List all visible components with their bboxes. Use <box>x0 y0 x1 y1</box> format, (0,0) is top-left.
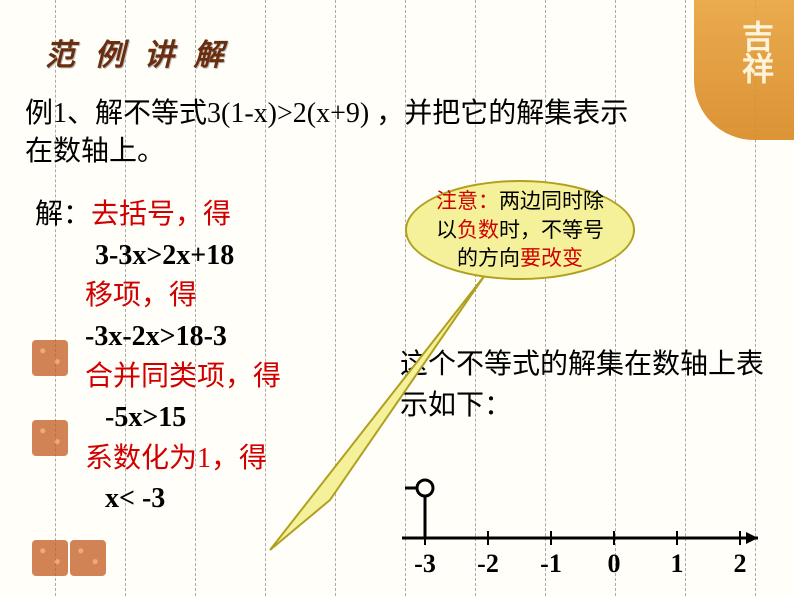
solution-prefix: 解： <box>35 199 91 230</box>
problem-statement: 例1、解不等式3(1-x)>2(x+9) ，并把它的解集表示在数轴上。 <box>25 95 654 171</box>
svg-text:0: 0 <box>608 549 621 578</box>
step-label-1: 移项，得 <box>85 280 197 311</box>
step-label-2: 合并同类项，得 <box>85 361 281 392</box>
svg-text:-1: -1 <box>540 549 562 578</box>
stamp-decoration <box>70 540 106 576</box>
step-expr-0: 3-3x>2x+18 <box>95 240 234 271</box>
step-label-0: 去括号，得 <box>91 199 231 230</box>
callout-prefix: 注意： <box>436 189 499 213</box>
note-callout: 注意：两边同时除以负数时，不等号的方向要改变 <box>405 180 635 280</box>
stamp-decoration <box>32 420 68 456</box>
corner-decoration <box>694 0 794 140</box>
stamp-decoration <box>32 340 68 376</box>
svg-text:2: 2 <box>734 549 747 578</box>
svg-text:1: 1 <box>671 549 684 578</box>
stamp-decoration <box>32 540 68 576</box>
section-title: 范 例 讲 解 <box>45 30 230 74</box>
step-expr-1: -3x-2x>18-3 <box>85 321 227 352</box>
step-expr-3: x< -3 <box>105 483 165 514</box>
step-label-3: 系数化为1，得 <box>85 443 267 474</box>
callout-part-3: 要改变 <box>520 246 583 270</box>
callout-part-1: 负数 <box>457 218 499 242</box>
step-expr-2: -5x>15 <box>105 402 186 433</box>
svg-text:-3: -3 <box>414 549 436 578</box>
svg-text:-2: -2 <box>477 549 499 578</box>
